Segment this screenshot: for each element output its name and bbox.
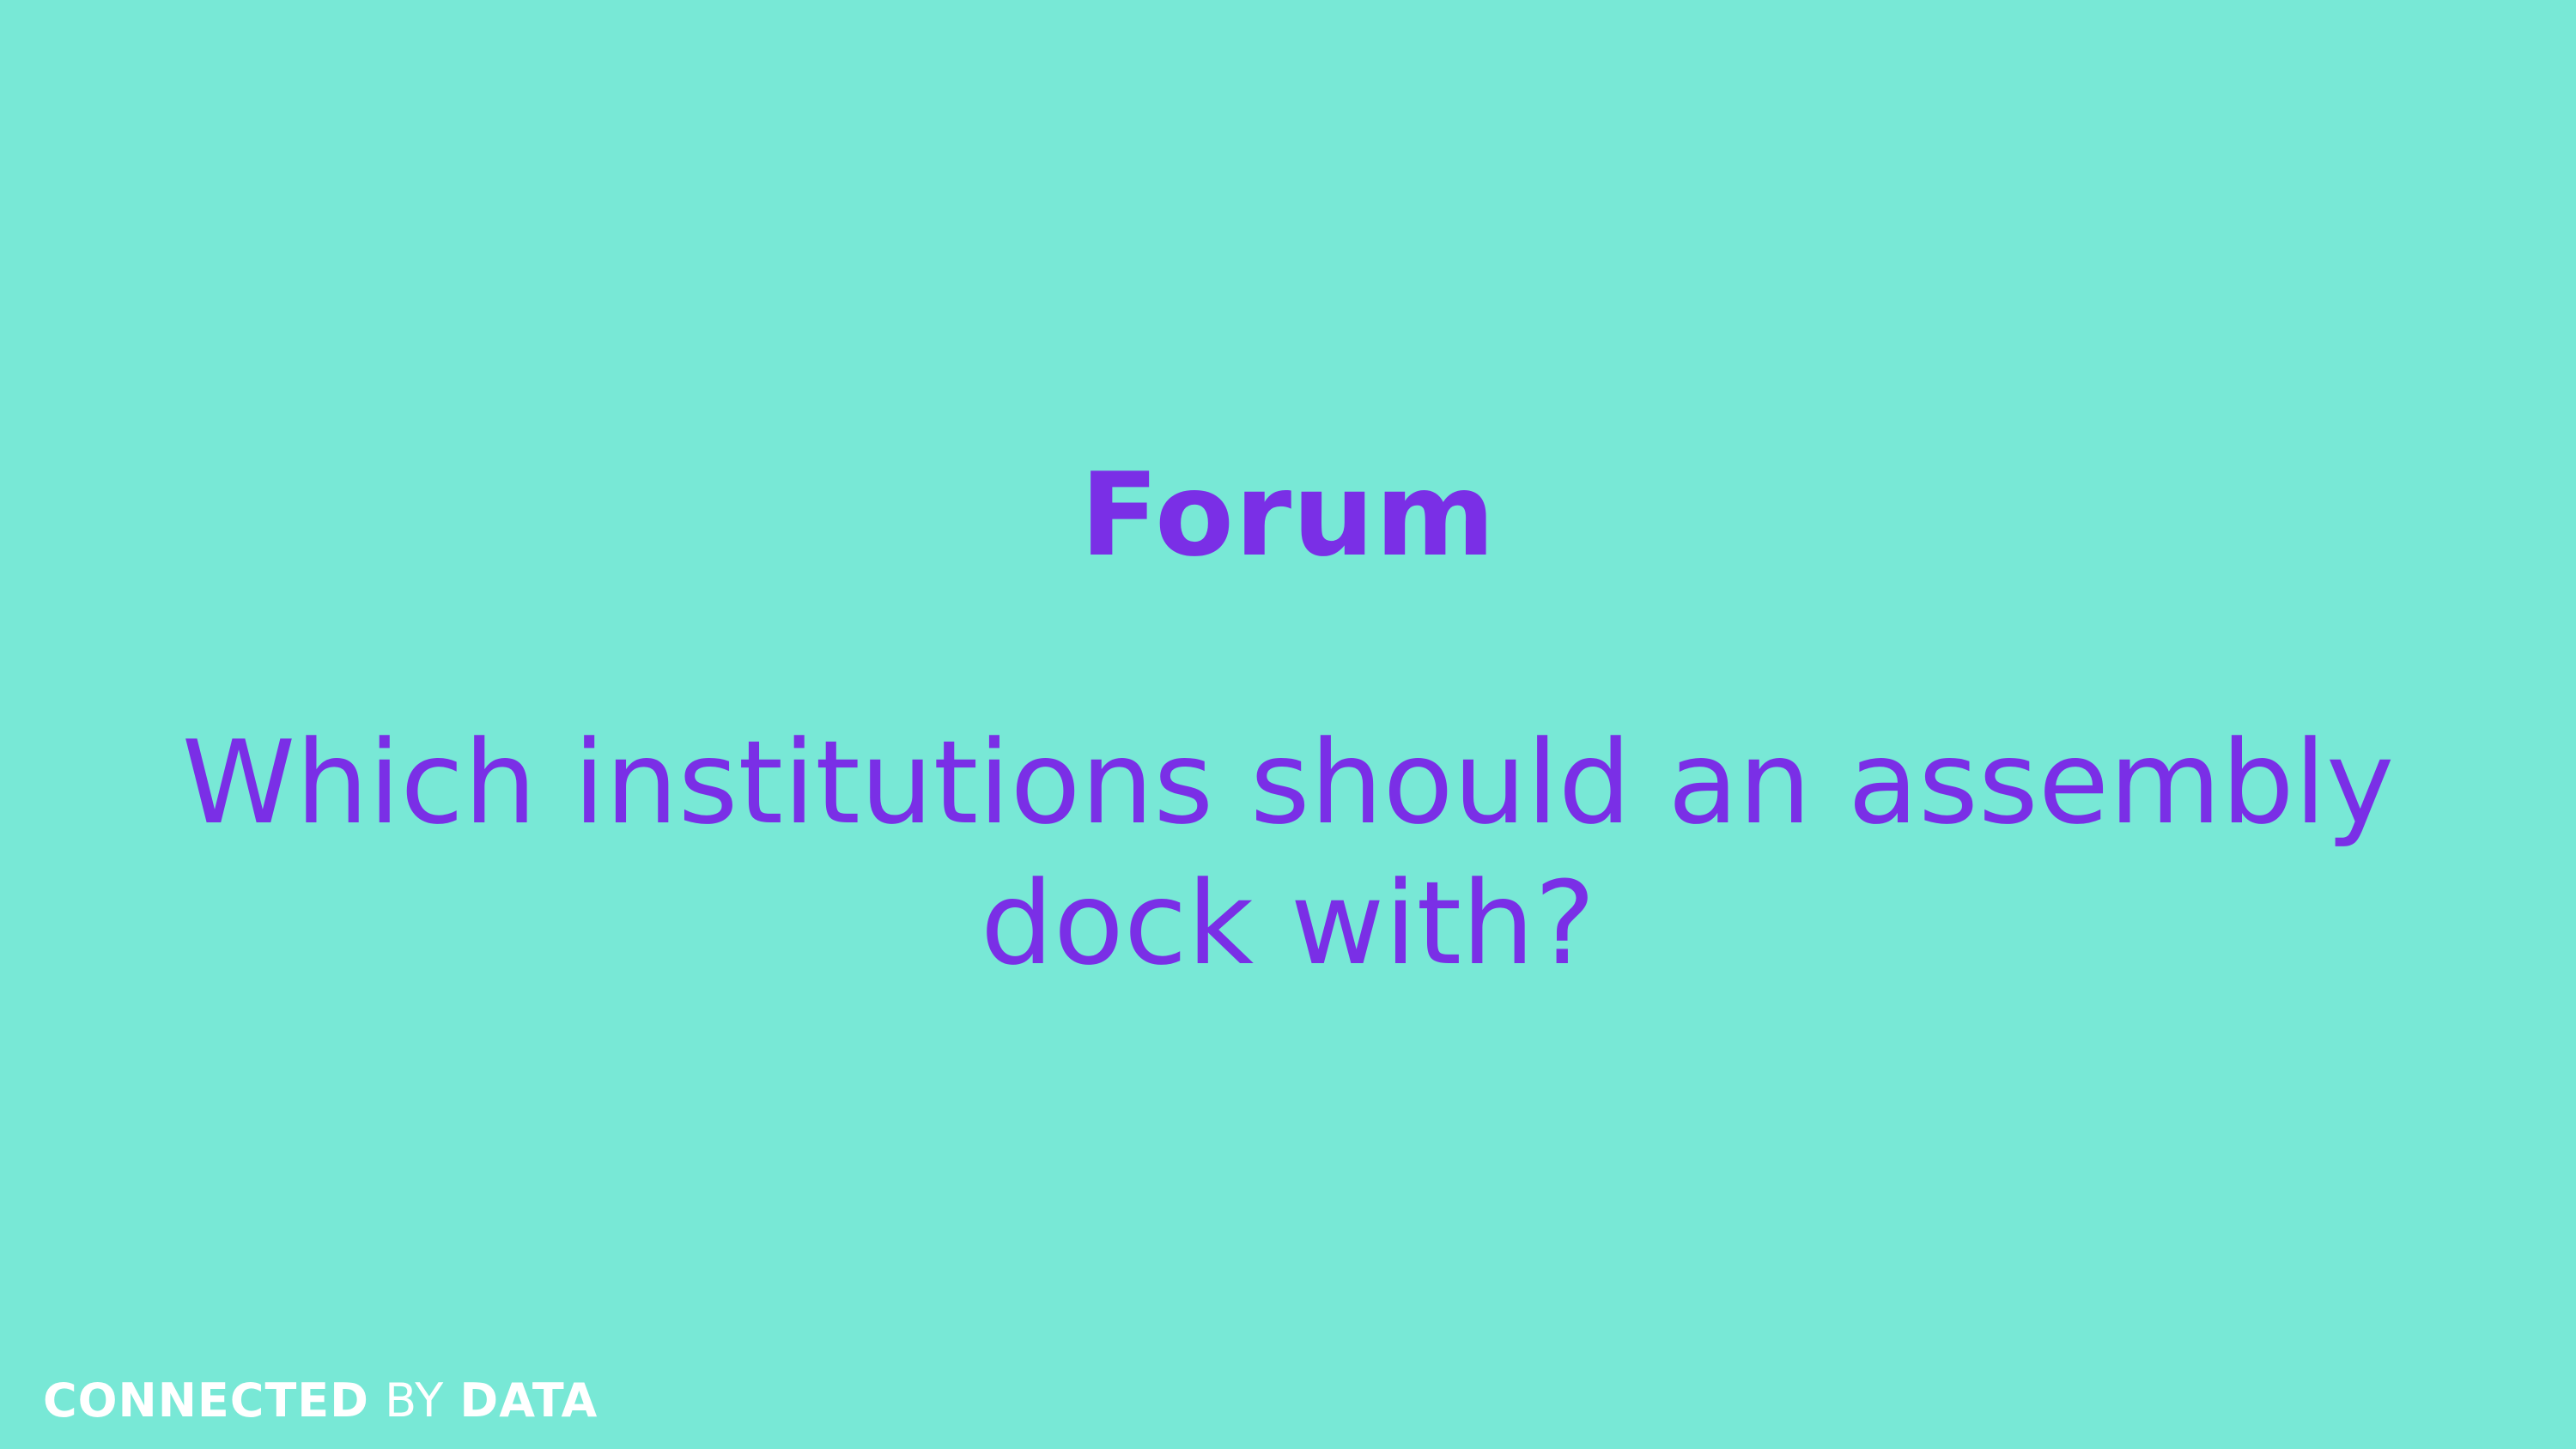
brand-word-data: DATA <box>459 1373 598 1428</box>
brand-word-connected: CONNECTED <box>43 1373 369 1428</box>
slide-content: Forum Which institutions should an assem… <box>129 446 2447 994</box>
brand-word-by: BY <box>385 1373 445 1428</box>
slide-question: Which institutions should an assembly do… <box>181 716 2395 991</box>
brand-logo: CONNECTED BY DATA <box>43 1373 598 1428</box>
slide-title: Forum <box>1079 448 1497 582</box>
